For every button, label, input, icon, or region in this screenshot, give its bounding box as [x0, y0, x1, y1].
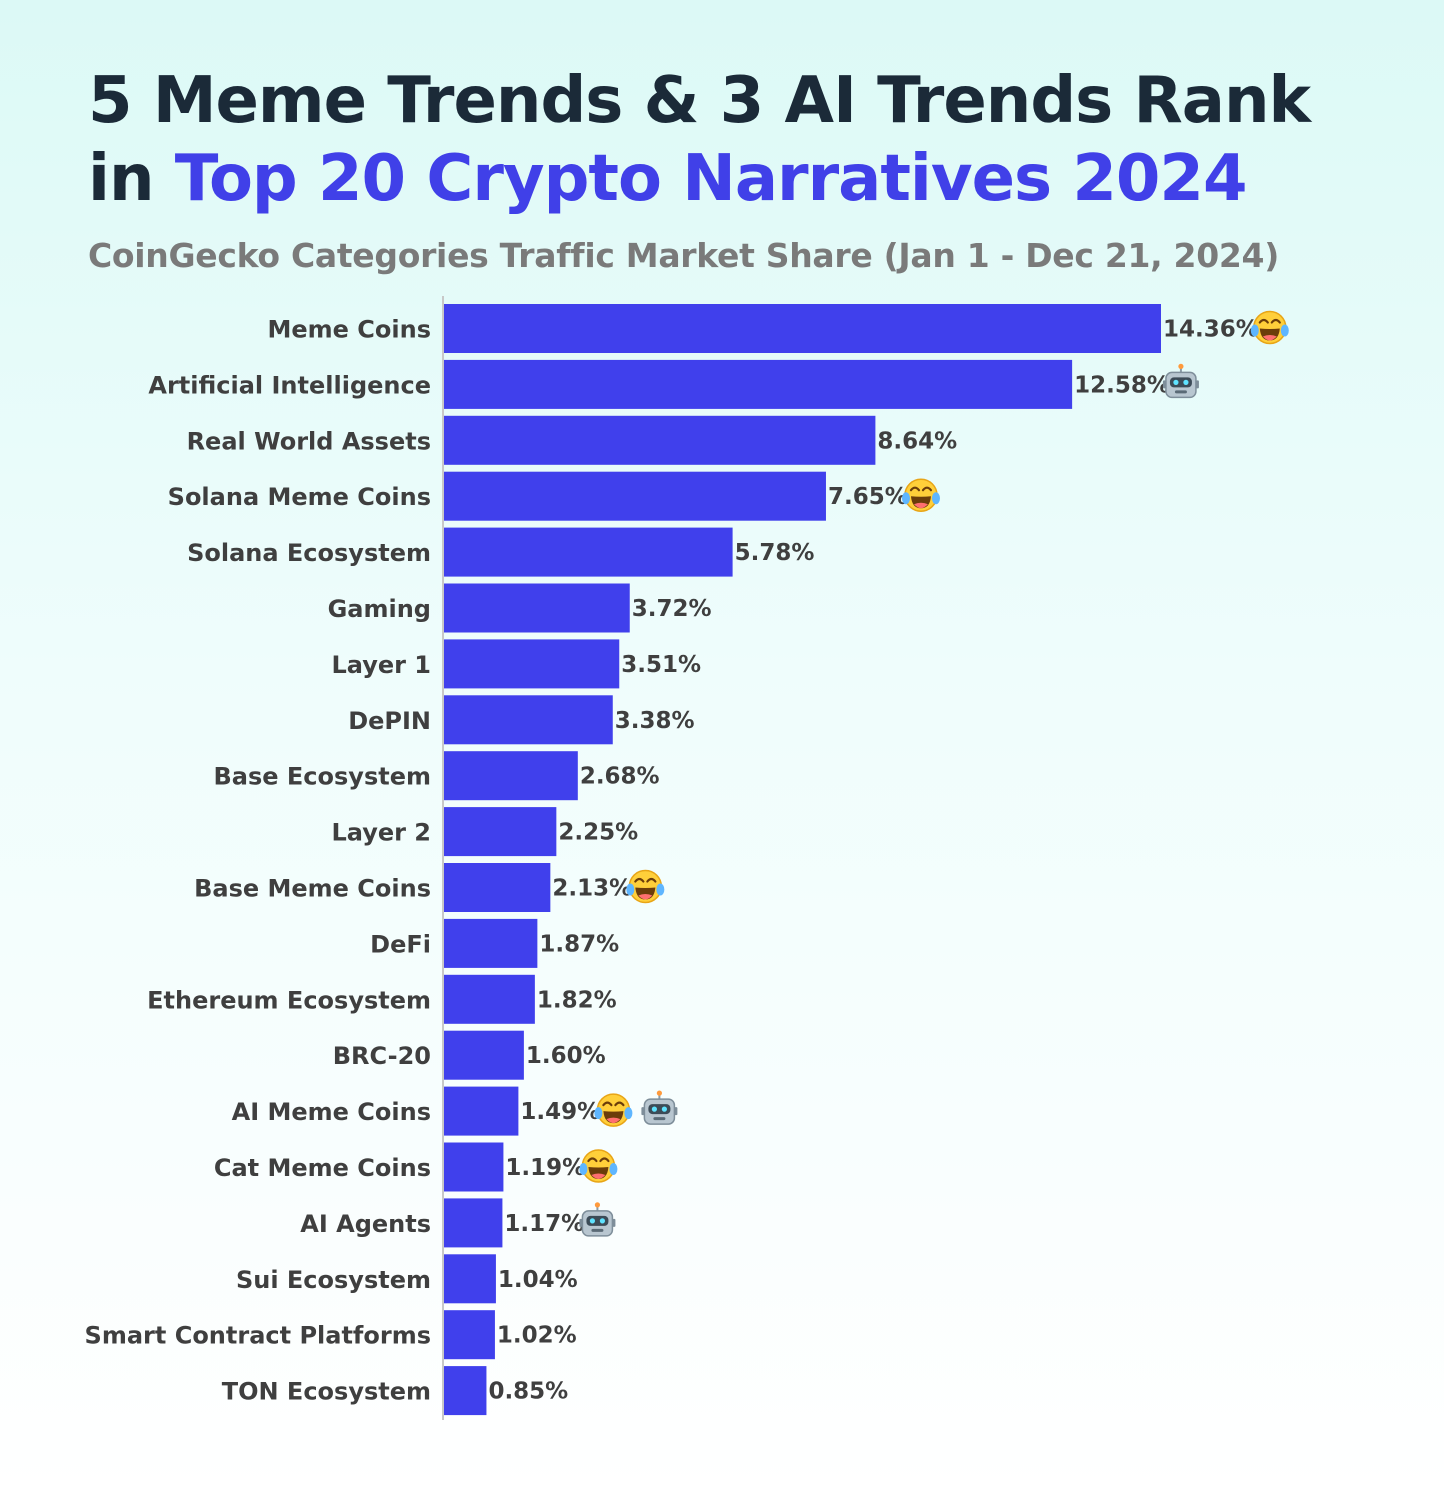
- chart-subtitle: CoinGecko Categories Traffic Market Shar…: [88, 236, 1279, 275]
- value-label: 12.58%: [1074, 372, 1170, 398]
- category-label: Cat Meme Coins: [214, 1154, 431, 1182]
- category-label: Gaming: [328, 595, 431, 623]
- value-label: 8.64%: [877, 428, 957, 454]
- robot-emoji-icon: [640, 1089, 679, 1126]
- bar-16: [444, 1198, 503, 1248]
- category-label: Base Meme Coins: [194, 875, 431, 903]
- bar-17: [444, 1254, 496, 1304]
- value-label: 5.78%: [735, 540, 815, 566]
- category-label: Artificial Intelligence: [148, 371, 431, 399]
- category-label: Real World Assets: [187, 427, 431, 455]
- value-label: 14.36%: [1163, 317, 1259, 343]
- bar-0: [444, 304, 1161, 353]
- value-label: 3.38%: [615, 708, 695, 734]
- bar-3: [444, 471, 826, 521]
- bar-6: [444, 639, 620, 689]
- value-label: 3.72%: [632, 596, 712, 622]
- category-label: TON Ecosystem: [222, 1378, 431, 1406]
- chart-title: 5 Meme Trends & 3 AI Trends Rank in Top …: [88, 62, 1408, 218]
- value-label: 1.87%: [539, 931, 619, 957]
- bar-5: [444, 583, 630, 633]
- title-line-2-prefix: in: [88, 142, 175, 216]
- category-label: DePIN: [348, 707, 431, 735]
- value-label: 1.49%: [520, 1099, 600, 1125]
- value-label: 1.04%: [498, 1267, 578, 1293]
- value-label: 1.19%: [505, 1155, 585, 1181]
- category-label: DeFi: [370, 930, 431, 958]
- bar-11: [444, 918, 538, 968]
- value-label: 1.02%: [497, 1323, 577, 1349]
- bar-14: [444, 1086, 519, 1136]
- value-label: 1.82%: [537, 987, 617, 1013]
- bar-12: [444, 974, 535, 1024]
- bar-13: [444, 1030, 524, 1080]
- value-label: 2.13%: [552, 876, 632, 902]
- bar-4: [444, 527, 733, 577]
- value-label: 3.51%: [621, 652, 701, 678]
- bar-7: [444, 695, 613, 745]
- robot-emoji-icon: [578, 1201, 617, 1237]
- bar-8: [444, 751, 578, 801]
- value-label: 1.17%: [504, 1211, 584, 1237]
- category-label: Meme Coins: [268, 316, 432, 344]
- category-label: AI Agents: [300, 1210, 431, 1238]
- category-label: BRC-20: [333, 1042, 431, 1070]
- bar-2: [444, 415, 876, 465]
- category-label: Solana Meme Coins: [168, 483, 431, 511]
- value-label: 2.68%: [580, 764, 660, 790]
- category-label: Smart Contract Platforms: [85, 1322, 431, 1350]
- value-label: 1.60%: [526, 1043, 606, 1069]
- category-label: AI Meme Coins: [232, 1098, 431, 1126]
- title-line-1: 5 Meme Trends & 3 AI Trends Rank: [88, 64, 1311, 138]
- bar-1: [444, 359, 1073, 409]
- category-label: Layer 2: [331, 819, 431, 847]
- bars-group: Meme Coins 14.36% Artificial Intelligence 1…: [85, 304, 1290, 1416]
- title-line-2-accent: Top 20 Crypto Narratives 2024: [174, 142, 1248, 216]
- bar-18: [444, 1310, 495, 1360]
- robot-emoji-icon: [1161, 362, 1200, 399]
- value-label: 0.85%: [488, 1379, 568, 1405]
- category-label: Solana Ecosystem: [187, 539, 431, 567]
- value-label: 2.25%: [558, 820, 638, 846]
- category-label: Base Ecosystem: [214, 763, 432, 791]
- bar-15: [444, 1142, 504, 1192]
- bar-9: [444, 807, 557, 857]
- category-label: Layer 1: [331, 651, 431, 679]
- bar-10: [444, 863, 551, 912]
- category-label: Ethereum Ecosystem: [147, 986, 431, 1014]
- bar-19: [444, 1366, 487, 1416]
- value-label: 7.65%: [828, 484, 908, 510]
- category-label: Sui Ecosystem: [236, 1266, 431, 1294]
